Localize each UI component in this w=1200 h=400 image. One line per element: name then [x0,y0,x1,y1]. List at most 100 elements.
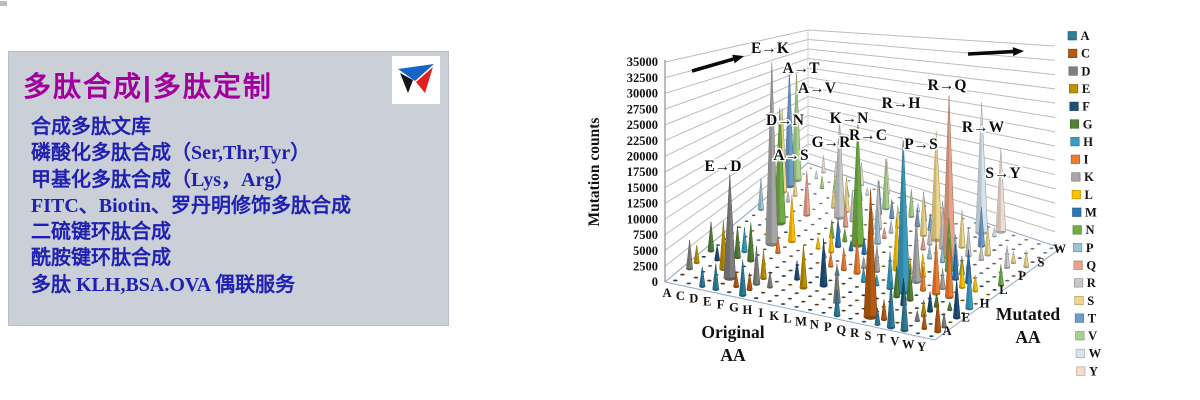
base-dot [979,272,984,274]
legend-swatch-S [1074,295,1084,306]
cone-I-V [882,158,890,211]
peak-label-A-to-S: A→S [773,147,808,164]
legend-label-C: C [1081,47,1090,61]
base-dot [998,257,1003,260]
base-dot [801,300,806,303]
base-dot [756,239,761,241]
x-tick-G: G [729,300,739,314]
legend-label-V: V [1088,329,1097,343]
cone-Q-P [926,245,933,260]
cone-H-L [815,236,821,250]
x-tick-K: K [769,309,779,323]
cone-L-R [888,220,894,234]
legend-swatch-W [1075,348,1085,359]
legend-label-W: W [1089,347,1102,361]
cone-C-F [714,245,720,262]
legend-swatch-C [1068,48,1078,58]
base-dot [897,196,902,199]
y-tick-17500: 17500 [627,165,658,179]
base-dot [864,209,868,211]
base-dot [985,267,990,270]
legend-swatch-P [1073,243,1083,253]
peak-label-R-to-Q: R→Q [928,77,967,94]
peak-label-A-to-T: A→T [782,60,820,77]
base-dot [927,271,932,273]
cone-T-R [978,244,985,262]
base-dot [774,294,779,297]
cone-L-Q [881,227,887,240]
base-dot [720,282,726,285]
cone-D-G [734,225,741,260]
peak-annotations: E→K A→T A→V R→Q R→H D→N K→N R→W R→CG→R P→S A→S E→D S… [703,39,1022,184]
cone-S-I [919,266,927,292]
cone-S-W [991,227,997,238]
base-dot [895,321,900,324]
y-tick-32500: 32500 [627,71,658,85]
series-row-D [686,173,947,329]
base-dot [808,281,813,284]
base-dot [992,276,997,278]
cone-G-R [833,117,846,220]
base-dot [827,181,831,183]
base-dot [908,324,914,327]
base-dot [1024,238,1029,241]
cone-E-Q [803,170,811,217]
base-dot [686,282,692,285]
base-dot [817,218,822,220]
promo-banner[interactable]: 多肽合成|多肽定制 合成多肽文库 磷酸化多肽合成（Ser,Thr,Tyr） 甲基… [8,51,449,326]
peak-label-K-to-N: K→N [830,110,869,127]
base-dot [753,297,759,300]
cone-D-H [741,227,748,254]
peak-label-P-to-S: P→S [904,136,938,153]
cone-S-Y [995,148,1006,234]
base-dot [1030,247,1035,250]
base-dot [848,317,853,320]
legend-item-H: H [1070,135,1093,149]
service-item-methyl: 甲基化多肽合成（Lys，Arg） [31,168,295,191]
service-item-amide: 酰胺键环肽合成 [31,247,171,270]
cone-G-C [746,272,753,292]
base-dot [816,233,821,235]
legend-item-K: K [1071,170,1094,184]
base-dot [788,283,793,286]
base-dot [848,263,853,266]
base-dot [813,193,817,195]
legend-item-Q: Q [1073,258,1096,272]
peak-label-E-to-K: E→K [751,40,789,57]
cone-C-S [792,178,798,197]
cone-Y-S [1023,250,1030,269]
z-tick-P: P [1018,269,1026,283]
cone-L-P [874,207,881,245]
peak-label-S-to-Y: S→Y [985,165,1020,182]
service-item-phospho: 磷酸化多肽合成（Ser,Thr,Tyr） [31,142,311,165]
base-dot [914,307,919,309]
base-dot [1017,257,1022,259]
base-dot [992,289,997,291]
cone-Y-H [965,264,974,311]
x-tick-Y: Y [917,340,926,354]
base-dot [807,295,813,298]
cone-D-V [819,175,825,190]
base-dot [1017,270,1023,273]
cone-L-M [861,237,867,256]
cone-S-A [874,307,881,326]
legend-swatch-L [1071,190,1081,200]
series-row-A [673,259,934,338]
base-dot [788,269,793,272]
legend-item-D: D [1068,64,1090,78]
base-dot [809,238,814,241]
cone-C-W [814,170,819,180]
base-dot [794,305,799,308]
base-dot [927,284,932,287]
base-dot [815,276,820,278]
base-dot [814,290,820,292]
x-tick-D: D [689,292,698,306]
cone-G-A [739,259,747,297]
base-dot [707,265,713,267]
base-dot [716,244,721,246]
x-tick-N: N [810,317,819,331]
cone-V-A [900,286,909,333]
base-dot [948,321,953,324]
cone-V-L [958,261,966,289]
base-dot [809,253,814,255]
